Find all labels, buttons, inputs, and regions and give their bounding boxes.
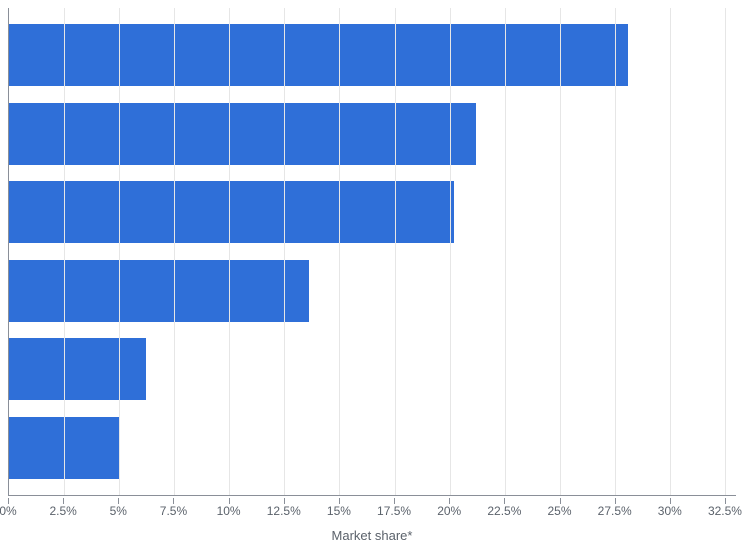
x-tick-label: 32.5% <box>708 504 742 518</box>
gridline <box>395 8 396 495</box>
gridline <box>339 8 340 495</box>
chart-container: 0% 2.5% 5% 7.5% 10% 12.5% 15% 17.5% 20% 22.5% 25% 2… <box>0 0 754 560</box>
x-axis-title: Market share* <box>8 528 736 543</box>
x-tick-label: 22.5% <box>487 504 521 518</box>
x-tick-label: 0% <box>0 504 17 518</box>
gridline <box>174 8 175 495</box>
gridline <box>229 8 230 495</box>
x-tick-label: 30% <box>658 504 682 518</box>
gridline <box>560 8 561 495</box>
bar <box>9 260 309 322</box>
gridline <box>450 8 451 495</box>
x-tick-label: 20% <box>437 504 461 518</box>
x-tick-label: 7.5% <box>160 504 187 518</box>
bar <box>9 103 476 165</box>
gridline <box>615 8 616 495</box>
gridline <box>119 8 120 495</box>
gridline <box>64 8 65 495</box>
bar-slot <box>9 103 736 165</box>
bar <box>9 24 628 86</box>
gridline <box>670 8 671 495</box>
bars-group <box>9 8 736 495</box>
x-tick-label: 10% <box>217 504 241 518</box>
bar <box>9 181 454 243</box>
plot-area <box>8 8 736 496</box>
gridline <box>284 8 285 495</box>
x-tick-label: 2.5% <box>49 504 76 518</box>
x-tick-label: 27.5% <box>598 504 632 518</box>
bar-slot <box>9 181 736 243</box>
x-axis: 0%2.5%5%7.5%10%12.5%15%17.5%20%22.5%25%2… <box>8 498 736 520</box>
gridline <box>725 8 726 495</box>
x-tick-label: 17.5% <box>377 504 411 518</box>
bar-slot <box>9 338 736 400</box>
x-tick-label: 25% <box>547 504 571 518</box>
x-tick-label: 5% <box>110 504 127 518</box>
gridline <box>505 8 506 495</box>
x-tick-label: 12.5% <box>267 504 301 518</box>
bar-slot <box>9 417 736 479</box>
bar-slot <box>9 24 736 86</box>
bar-slot <box>9 260 736 322</box>
bar <box>9 338 146 400</box>
x-tick-label: 15% <box>327 504 351 518</box>
